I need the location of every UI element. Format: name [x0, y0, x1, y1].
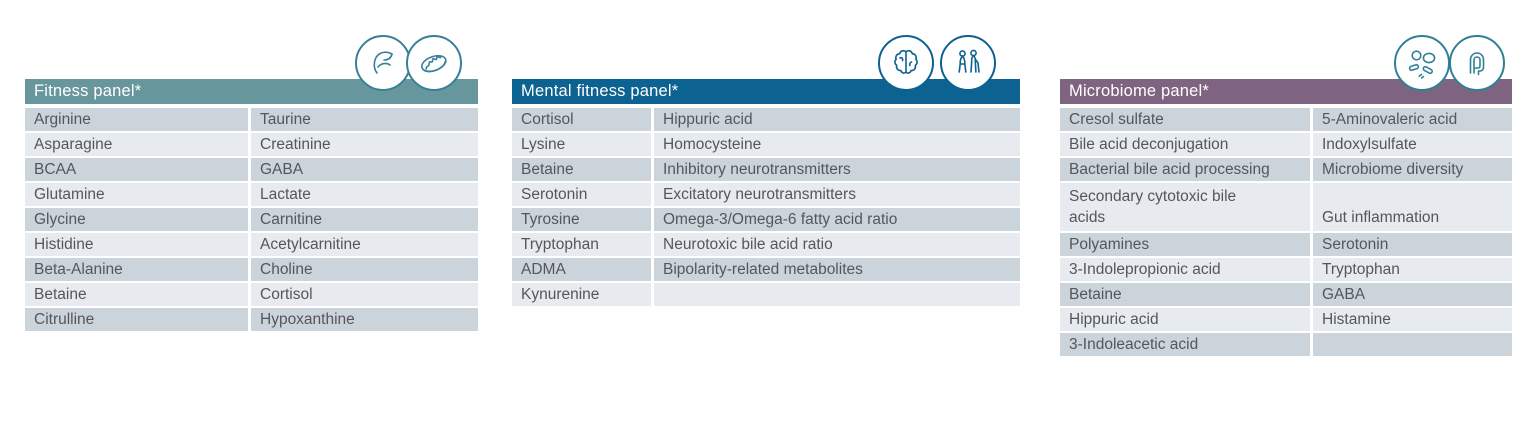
mental-fitness-panel-title: Mental fitness panel* — [521, 82, 679, 100]
metabolite-cell: Omega-3/Omega-6 fatty acid ratio — [654, 208, 1020, 231]
metabolite-cell: GABA — [1313, 283, 1512, 306]
table-row: Cortisol Hippuric acid — [512, 108, 1020, 131]
metabolite-cell: Microbiome diversity — [1313, 158, 1512, 181]
table-row: Lysine Homocysteine — [512, 133, 1020, 156]
metabolite-cell: Secondary cytotoxic bile acids — [1060, 183, 1310, 231]
mental-fitness-panel-header: Mental fitness panel* — [512, 79, 1020, 104]
table-row: Serotonin Excitatory neurotransmitters — [512, 183, 1020, 206]
table-row: Betaine Cortisol — [25, 283, 478, 306]
mitochondria-icon — [406, 35, 462, 91]
metabolite-cell: Indoxylsulfate — [1313, 133, 1512, 156]
table-row: Glycine Carnitine — [25, 208, 478, 231]
metabolite-cell: Excitatory neurotransmitters — [654, 183, 1020, 206]
metabolite-cell: Histamine — [1313, 308, 1512, 331]
metabolite-cell: Neurotoxic bile acid ratio — [654, 233, 1020, 256]
metabolite-cell: Inhibitory neurotransmitters — [654, 158, 1020, 181]
metabolite-cell: Betaine — [512, 158, 651, 181]
table-row: Secondary cytotoxic bile acids Gut inflam… — [1060, 183, 1512, 231]
fitness-panel-title: Fitness panel* — [34, 82, 142, 100]
microbiome-panel-title: Microbiome panel* — [1069, 82, 1210, 100]
metabolite-cell: Lactate — [251, 183, 478, 206]
fitness-panel: Fitness panel* Arginine Taurine Asparagin… — [25, 35, 478, 333]
table-row: Bacterial bile acid processing Microbiome… — [1060, 158, 1512, 181]
flexed-arm-icon — [355, 35, 411, 91]
table-row: Polyamines Serotonin — [1060, 233, 1512, 256]
table-row: Tryptophan Neurotoxic bile acid ratio — [512, 233, 1020, 256]
fitness-panel-table: Arginine Taurine Asparagine Creatinine BCA… — [25, 108, 478, 331]
metabolite-cell: Choline — [251, 258, 478, 281]
metabolite-cell: Tryptophan — [1313, 258, 1512, 281]
metabolite-cell: Glycine — [25, 208, 248, 231]
fitness-panel-header: Fitness panel* — [25, 79, 478, 104]
intestine-icon — [1449, 35, 1505, 91]
metabolite-cell: Hypoxanthine — [251, 308, 478, 331]
table-row: Bile acid deconjugation Indoxylsulfate — [1060, 133, 1512, 156]
metabolite-cell: Glutamine — [25, 183, 248, 206]
metabolite-cell: Acetylcarnitine — [251, 233, 478, 256]
metabolite-cell: Betaine — [1060, 283, 1310, 306]
metabolite-cell: Cortisol — [512, 108, 651, 131]
metabolite-cell: 3-Indoleacetic acid — [1060, 333, 1310, 356]
mental-fitness-panel: Mental fitness panel* Cortisol Hippuric a… — [512, 35, 1020, 308]
table-row: ADMA Bipolarity-related metabolites — [512, 258, 1020, 281]
metabolite-cell: Lysine — [512, 133, 651, 156]
metabolite-cell: 5-Aminovaleric acid — [1313, 108, 1512, 131]
metabolite-cell: Kynurenine — [512, 283, 651, 306]
metabolite-cell: Polyamines — [1060, 233, 1310, 256]
metabolite-cell: Taurine — [251, 108, 478, 131]
metabolite-cell: GABA — [251, 158, 478, 181]
metabolite-cell: Histidine — [25, 233, 248, 256]
microbiome-panel-table: Cresol sulfate 5-Aminovaleric acid Bile a… — [1060, 108, 1512, 356]
microbes-icon — [1394, 35, 1450, 91]
mental-fitness-panel-icons — [878, 35, 996, 91]
metabolite-cell: Betaine — [25, 283, 248, 306]
table-row: Hippuric acid Histamine — [1060, 308, 1512, 331]
metabolite-cell: Tryptophan — [512, 233, 651, 256]
elderly-couple-icon — [940, 35, 996, 91]
table-row: Betaine Inhibitory neurotransmitters — [512, 158, 1020, 181]
metabolite-cell: Homocysteine — [654, 133, 1020, 156]
metabolite-cell: Serotonin — [1313, 233, 1512, 256]
metabolite-cell: Bipolarity-related metabolites — [654, 258, 1020, 281]
metabolite-cell — [654, 283, 1020, 306]
metabolite-cell: Cortisol — [251, 283, 478, 306]
metabolite-cell: Hippuric acid — [1060, 308, 1310, 331]
metabolite-cell: Beta-Alanine — [25, 258, 248, 281]
microbiome-panel-icons — [1394, 35, 1505, 91]
mental-fitness-panel-table: Cortisol Hippuric acid Lysine Homocysteine… — [512, 108, 1020, 306]
metabolite-cell: Arginine — [25, 108, 248, 131]
fitness-panel-icons — [355, 35, 462, 91]
metabolite-cell: Carnitine — [251, 208, 478, 231]
table-row: Tyrosine Omega-3/Omega-6 fatty acid ratio — [512, 208, 1020, 231]
metabolite-cell: Creatinine — [251, 133, 478, 156]
microbiome-panel: Microbiome panel* Cresol sulfate 5-Aminov… — [1060, 35, 1512, 358]
metabolite-cell: Bile acid deconjugation — [1060, 133, 1310, 156]
metabolite-cell: Citrulline — [25, 308, 248, 331]
metabolite-cell: Hippuric acid — [654, 108, 1020, 131]
table-row: BCAA GABA — [25, 158, 478, 181]
metabolite-cell: 3-Indolepropionic acid — [1060, 258, 1310, 281]
metabolite-cell: Bacterial bile acid processing — [1060, 158, 1310, 181]
table-row: 3-Indoleacetic acid — [1060, 333, 1512, 356]
metabolite-cell: Serotonin — [512, 183, 651, 206]
table-row: 3-Indolepropionic acid Tryptophan — [1060, 258, 1512, 281]
metabolite-cell — [1313, 333, 1512, 356]
metabolite-cell: Cresol sulfate — [1060, 108, 1310, 131]
table-row: Arginine Taurine — [25, 108, 478, 131]
metabolite-cell: Gut inflammation — [1313, 183, 1512, 231]
table-row: Beta-Alanine Choline — [25, 258, 478, 281]
metabolite-cell: BCAA — [25, 158, 248, 181]
table-row: Kynurenine — [512, 283, 1020, 306]
table-row: Cresol sulfate 5-Aminovaleric acid — [1060, 108, 1512, 131]
table-row: Asparagine Creatinine — [25, 133, 478, 156]
metabolite-cell: Tyrosine — [512, 208, 651, 231]
table-row: Histidine Acetylcarnitine — [25, 233, 478, 256]
metabolite-cell: Asparagine — [25, 133, 248, 156]
table-row: Citrulline Hypoxanthine — [25, 308, 478, 331]
brain-icon — [878, 35, 934, 91]
table-row: Betaine GABA — [1060, 283, 1512, 306]
metabolite-cell: ADMA — [512, 258, 651, 281]
table-row: Glutamine Lactate — [25, 183, 478, 206]
